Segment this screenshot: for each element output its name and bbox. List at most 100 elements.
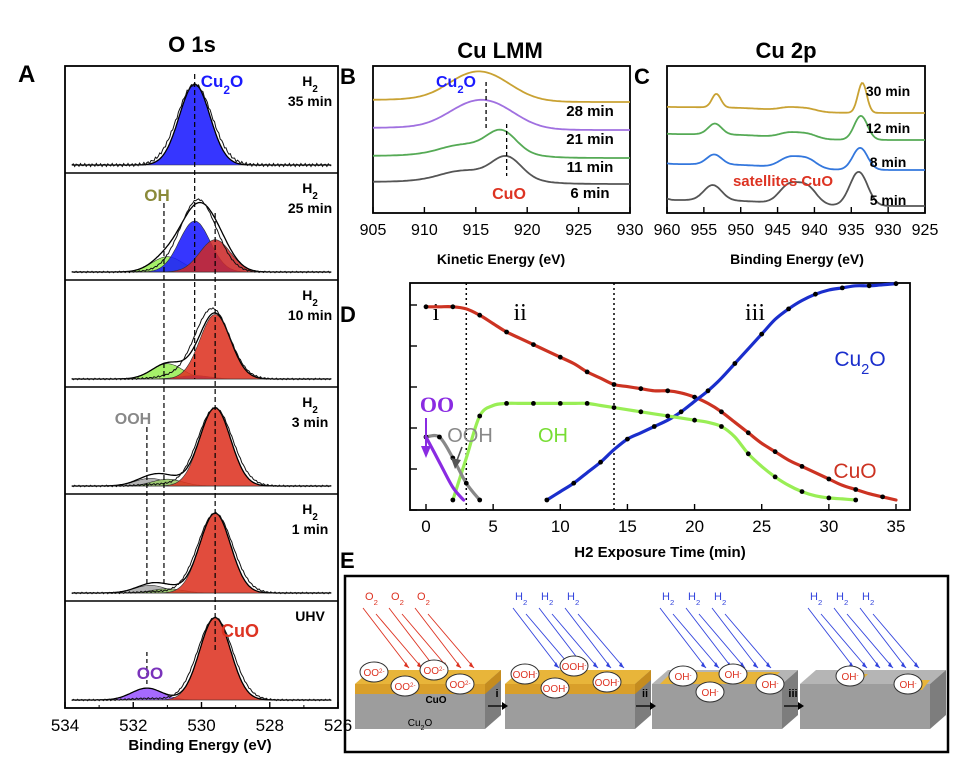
schematic-gas-flux-line <box>427 613 475 669</box>
kinetics-point-cu2o <box>598 459 603 465</box>
kinetics-region-label-i: i <box>433 300 440 326</box>
schematic-gas-label: H2 <box>688 591 700 607</box>
schematic-species-bubble <box>559 655 589 677</box>
schematic-gas-flux-line <box>414 607 462 669</box>
schematic-gas-label: H2 <box>862 591 874 607</box>
schematic-gas-flux-line <box>685 607 733 669</box>
kinetics-point-cu2o <box>893 281 899 287</box>
panel-letter-e: E <box>340 548 355 573</box>
panel-d-frame <box>409 282 911 511</box>
cu-lmm-label-cu2o: Cu2O <box>436 74 476 96</box>
o1s-x-tick-label: 526 <box>324 716 352 735</box>
cu-2p-x-tick-label: 935 <box>838 222 865 239</box>
schematic-species-bubble <box>835 665 865 687</box>
kinetics-point-cu2o <box>705 388 711 394</box>
kinetics-point-cu2o <box>759 331 765 337</box>
panel-letter-b: B <box>340 64 356 89</box>
schematic-gas-flux-arrowhead <box>554 662 559 668</box>
kinetics-point-oh <box>853 497 859 503</box>
o1s-time-label: 10 min <box>288 307 332 323</box>
cu-2p-series-2 <box>666 146 925 171</box>
schematic-step-arrowhead <box>650 702 656 710</box>
kinetics-x-tick-label: 20 <box>685 517 704 536</box>
kinetics-point-oh <box>531 401 536 406</box>
kinetics-point-oh <box>557 401 563 406</box>
cu-lmm-x-tick-label: 910 <box>411 222 438 239</box>
kinetics-point-ooh <box>463 480 469 486</box>
o1s-measured-curve <box>71 307 332 381</box>
schematic-gas-flux-arrowhead <box>606 662 611 668</box>
kinetics-point-cuo <box>504 329 509 335</box>
kinetics-x-tick-label: 5 <box>488 517 497 536</box>
schematic-gas-flux-line <box>711 607 759 669</box>
o1s-gas-label: UHV <box>295 608 325 624</box>
cu-2p-x-tick-label: 955 <box>691 222 718 239</box>
panel-b-frame <box>372 65 631 214</box>
schematic-species-label: OOH- <box>562 662 587 674</box>
kinetics-point-cuo <box>719 409 724 415</box>
schematic-gas-flux-line <box>724 613 772 669</box>
cu-lmm-series-3 <box>372 154 630 185</box>
panel-letter-a: A <box>18 61 35 88</box>
schematic-species-bubble <box>755 673 785 695</box>
kinetics-x-tick-label: 0 <box>421 517 430 536</box>
panel-c-plot: 30 min 12 min 8 min 5 min satellites CuO 960 9… <box>654 82 938 239</box>
schematic-species-label: OO2- <box>394 682 415 694</box>
cu-2p-x-tick-label: 950 <box>727 222 754 239</box>
schematic-gas-flux-arrowhead <box>875 662 880 668</box>
kinetics-x-tick-label: 10 <box>551 517 570 536</box>
panel-a-title: O 1s <box>168 32 216 57</box>
schematic-species-label: OOH- <box>543 684 568 696</box>
cu-2p-x-tick-label: 960 <box>654 222 681 239</box>
schematic-gas-flux-arrowhead <box>862 662 867 668</box>
o1s-label-cuo: CuO <box>221 621 259 641</box>
kinetics-point-ooh <box>477 497 483 503</box>
schematic-layer-label-cuo: CuO <box>425 695 446 706</box>
o1s-measured-curve <box>71 616 332 702</box>
schematic-gas-flux-arrowhead <box>404 662 409 668</box>
kinetics-point-cuo <box>611 382 617 387</box>
cu-2p-x-tick-label: 940 <box>801 222 828 239</box>
cu-lmm-label-cuo: CuO <box>492 186 526 203</box>
schematic-gas-flux-line <box>807 607 855 669</box>
schematic-gas-flux-arrowhead <box>914 662 919 668</box>
kinetics-region-label-ii: ii <box>513 300 527 326</box>
o1s-x-tick-label: 530 <box>187 716 215 735</box>
panel-e-frame <box>343 574 950 754</box>
schematic-substrate-front <box>505 684 635 729</box>
schematic-gas-flux-arrowhead <box>619 662 624 668</box>
kinetics-point-cu2o <box>732 361 738 366</box>
o1s-fit-envelope <box>71 312 332 380</box>
o1s-peak-cuo <box>71 617 332 701</box>
cu-lmm-x-tick-label: 930 <box>617 222 644 239</box>
kinetics-point-cu2o <box>839 285 845 291</box>
schematic-species-label: OO2- <box>449 680 470 692</box>
panel-a-x-axis: 534 532 530 528 526 <box>51 702 352 735</box>
kinetics-label-oh: OH <box>538 425 568 447</box>
kinetics-point-cuo <box>531 342 536 347</box>
schematic-substrate-side <box>930 670 946 729</box>
schematic-cuo-side <box>485 670 501 694</box>
kinetics-point-cuo <box>853 487 859 492</box>
kinetics-point-oh <box>504 401 509 406</box>
schematic-stage-2: H2 H2 H2 OH- OH- OH- OH- <box>652 591 798 729</box>
o1s-spectrum-4: H21 min <box>65 493 338 595</box>
o1s-spectrum-5: UHV <box>65 600 338 702</box>
schematic-gas-flux-line <box>551 613 599 669</box>
schematic-gas-flux-line <box>577 613 625 669</box>
o1s-x-tick-label: 528 <box>256 716 284 735</box>
o1s-time-label: 25 min <box>288 200 332 216</box>
schematic-species-bubble <box>718 663 748 685</box>
cu-2p-label-30min: 30 min <box>866 83 910 99</box>
schematic-gas-label: O2 <box>391 591 404 607</box>
schematic-gas-label: H2 <box>714 591 726 607</box>
o1s-time-label: 35 min <box>288 93 332 109</box>
schematic-species-bubble <box>540 677 570 699</box>
kinetics-point-cu2o <box>571 480 577 486</box>
schematic-layer-label-cu2o: Cu2O <box>408 718 433 732</box>
kinetics-point-ooh <box>437 434 442 440</box>
o1s-measured-curve <box>71 82 332 168</box>
schematic-step-label: ii <box>642 688 648 700</box>
kinetics-point-oh <box>719 424 724 429</box>
